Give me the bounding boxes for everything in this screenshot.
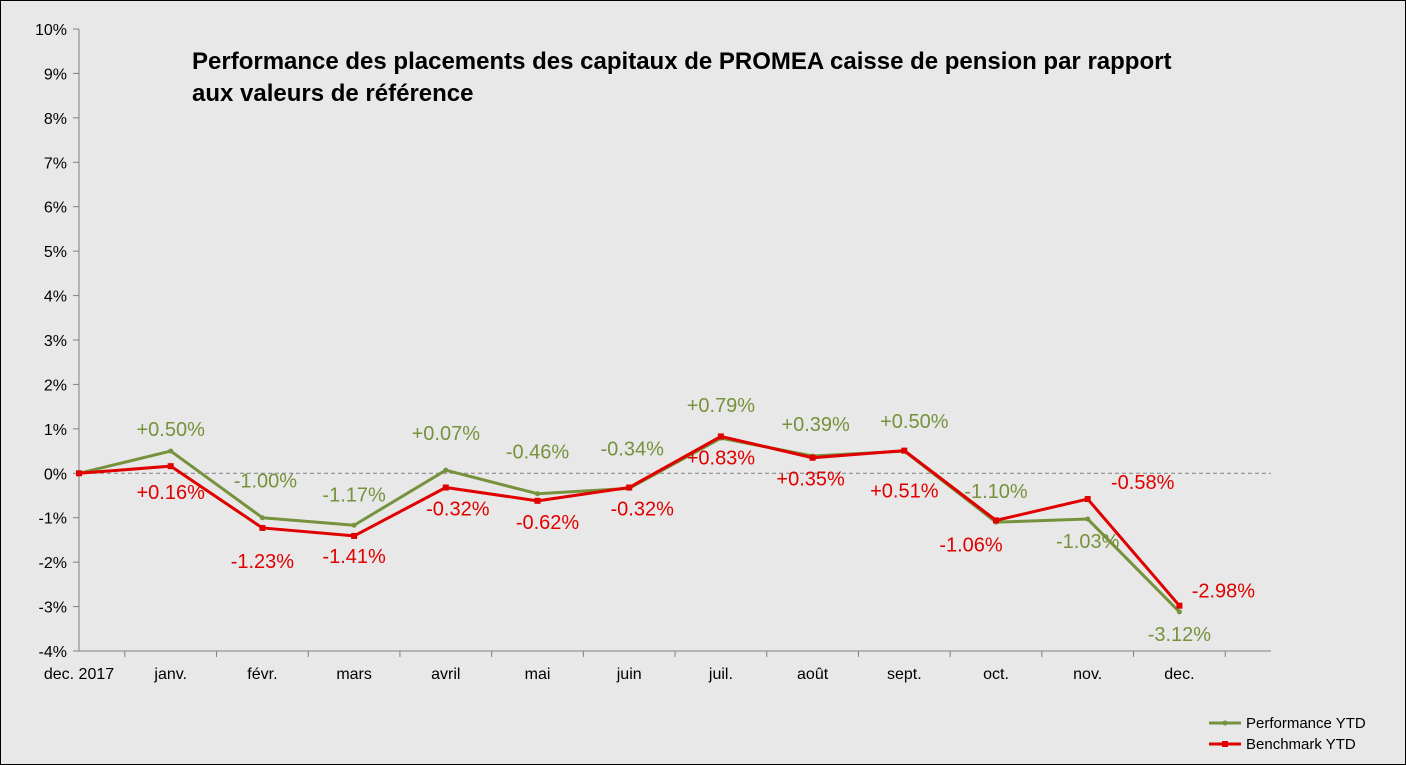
performance-point bbox=[351, 522, 357, 528]
y-tick-label: 8% bbox=[44, 111, 67, 128]
data-label-benchmark: +0.16% bbox=[137, 482, 206, 504]
benchmark-point bbox=[717, 433, 724, 440]
x-axis-ticks: dec. 2017 janv. févr. mars avril mai juin juil.… bbox=[44, 651, 1226, 683]
data-label-performance: +0.79% bbox=[687, 395, 756, 417]
legend-label-benchmark: Benchmark YTD bbox=[1246, 736, 1356, 753]
y-tick-label: -2% bbox=[39, 555, 67, 572]
benchmark-point bbox=[167, 463, 174, 470]
x-tick-label: nov. bbox=[1073, 666, 1102, 683]
data-label-performance: -3.12% bbox=[1148, 624, 1212, 646]
series-lines bbox=[76, 433, 1183, 615]
x-tick-label: sept. bbox=[887, 666, 922, 683]
benchmark-point bbox=[442, 484, 449, 491]
data-label-benchmark: -0.32% bbox=[426, 499, 490, 521]
y-tick-label: 5% bbox=[44, 244, 67, 261]
data-label-benchmark: -0.58% bbox=[1111, 472, 1175, 494]
chart-title-line: aux valeurs de référence bbox=[192, 80, 474, 107]
y-axis-ticks: 10% 9% 8% 7% 6% 5% 4% 3% 2% 1% 0% -1% -2% -3% -4% bbox=[35, 22, 79, 661]
data-label-benchmark: +0.35% bbox=[776, 469, 845, 491]
legend-label-performance: Performance YTD bbox=[1246, 715, 1366, 732]
data-label-benchmark: -0.62% bbox=[516, 512, 580, 534]
x-tick-label: avril bbox=[431, 666, 460, 683]
series-line-performance bbox=[78, 436, 1181, 613]
data-label-performance: -0.46% bbox=[506, 442, 570, 464]
performance-point bbox=[443, 467, 449, 473]
y-tick-label: 6% bbox=[44, 200, 67, 217]
y-tick-label: 1% bbox=[44, 422, 67, 439]
benchmark-point bbox=[1176, 602, 1183, 609]
data-label-benchmark: +0.51% bbox=[870, 481, 939, 503]
legend-marker-benchmark bbox=[1222, 741, 1228, 747]
x-tick-label: juil. bbox=[708, 666, 733, 683]
y-tick-label: 0% bbox=[44, 466, 67, 483]
benchmark-point bbox=[809, 454, 816, 461]
data-label-performance: -1.03% bbox=[1056, 531, 1120, 553]
performance-point bbox=[535, 491, 540, 497]
x-tick-label: dec. 2017 bbox=[44, 666, 114, 683]
data-label-performance: -1.00% bbox=[234, 471, 298, 493]
benchmark-point bbox=[259, 524, 266, 531]
benchmark-point bbox=[76, 470, 82, 477]
benchmark-point bbox=[1084, 496, 1091, 503]
y-tick-label: 7% bbox=[44, 155, 67, 172]
data-label-benchmark: -1.23% bbox=[231, 551, 295, 573]
data-labels: +0.50% -1.00% -1.17% +0.07% -0.46% -0.34% +0.7… bbox=[137, 395, 1256, 646]
legend: Performance YTD Benchmark YTD bbox=[1209, 715, 1366, 753]
data-label-performance: -0.34% bbox=[601, 438, 665, 460]
benchmark-point bbox=[993, 517, 999, 524]
data-label-performance: +0.50% bbox=[880, 411, 949, 433]
performance-point bbox=[259, 515, 265, 521]
performance-point bbox=[1085, 516, 1091, 522]
x-tick-label: août bbox=[797, 666, 829, 683]
data-label-performance: -1.10% bbox=[964, 481, 1028, 503]
data-label-performance: +0.50% bbox=[137, 419, 206, 441]
x-tick-label: mai bbox=[525, 666, 551, 683]
data-label-benchmark: -1.06% bbox=[939, 534, 1003, 556]
data-label-benchmark: +0.83% bbox=[687, 447, 756, 469]
y-tick-label: -1% bbox=[39, 511, 67, 528]
benchmark-point bbox=[626, 484, 633, 491]
data-label-benchmark: -1.41% bbox=[322, 546, 386, 568]
benchmark-point bbox=[901, 447, 908, 454]
x-tick-label: mars bbox=[336, 666, 372, 683]
benchmark-point bbox=[351, 532, 358, 539]
chart-title-line: Performance des placements des capitaux … bbox=[192, 48, 1171, 75]
performance-point bbox=[168, 448, 174, 454]
x-tick-label: juin bbox=[616, 666, 642, 683]
x-tick-label: févr. bbox=[247, 666, 277, 683]
x-tick-label: dec. bbox=[1164, 666, 1194, 683]
y-tick-label: -4% bbox=[39, 644, 67, 661]
y-tick-label: 4% bbox=[44, 289, 67, 306]
chart-title: Performance des placements des capitaux … bbox=[192, 48, 1171, 107]
x-tick-label: oct. bbox=[983, 666, 1009, 683]
y-tick-label: 2% bbox=[44, 377, 67, 394]
y-tick-label: -3% bbox=[39, 600, 67, 617]
data-label-performance: +0.07% bbox=[412, 423, 481, 445]
legend-marker-performance bbox=[1222, 720, 1228, 726]
benchmark-point bbox=[534, 497, 541, 504]
data-label-performance: -1.17% bbox=[322, 484, 386, 506]
x-tick-label: janv. bbox=[153, 666, 187, 683]
y-tick-label: 10% bbox=[35, 22, 67, 39]
performance-point bbox=[1176, 609, 1182, 615]
y-tick-label: 9% bbox=[44, 66, 67, 83]
y-tick-label: 3% bbox=[44, 333, 67, 350]
data-label-benchmark: -0.32% bbox=[611, 499, 675, 521]
data-label-benchmark: -2.98% bbox=[1192, 581, 1256, 603]
data-label-performance: +0.39% bbox=[781, 414, 850, 436]
